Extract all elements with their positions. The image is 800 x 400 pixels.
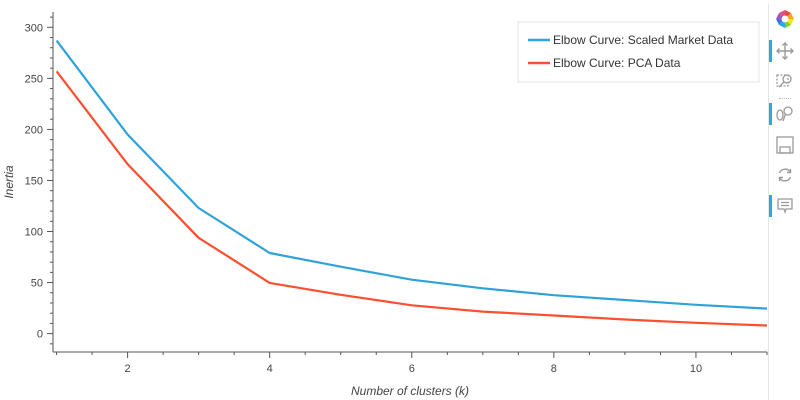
hover-icon[interactable] xyxy=(769,193,800,219)
plot-area[interactable]: 0 50 100 150 200 250 300 2 4 6 8 10 Elbow Curve: Sc… xyxy=(0,0,768,400)
y-tick-label: 250 xyxy=(25,73,43,85)
box-zoom-icon[interactable] xyxy=(769,68,800,94)
series-lines xyxy=(55,39,768,327)
x-tick-label: 4 xyxy=(267,363,273,375)
toolbar-separator xyxy=(779,98,791,99)
y-tick-label: 100 xyxy=(25,227,43,239)
axes: 0 50 100 150 200 250 300 2 4 6 8 10 xyxy=(25,12,768,375)
y-tick-label: 50 xyxy=(31,278,43,290)
save-icon[interactable] xyxy=(769,132,800,158)
series-line-1[interactable] xyxy=(55,70,768,327)
legend-box xyxy=(517,21,760,83)
series-line-0[interactable] xyxy=(55,39,768,310)
legend-label-scaled: Elbow Curve: Scaled Market Data xyxy=(553,33,733,47)
x-tick-label: 6 xyxy=(409,363,415,375)
x-tick-label: 2 xyxy=(125,363,131,375)
wheel-zoom-icon[interactable] xyxy=(769,101,800,127)
x-tick-label: 10 xyxy=(690,363,702,375)
legend-label-pca: Elbow Curve: PCA Data xyxy=(553,56,681,70)
legend: Elbow Curve: Scaled Market Data Elbow Cu… xyxy=(517,21,760,83)
x-tick-label: 8 xyxy=(551,363,557,375)
y-axis-title: Inertia xyxy=(2,165,16,199)
pan-icon[interactable] xyxy=(769,38,800,64)
chart-toolbar xyxy=(768,4,800,400)
x-axis-title: Number of clusters (k) xyxy=(351,384,469,398)
reset-icon[interactable] xyxy=(769,162,800,188)
y-tick-label: 150 xyxy=(25,175,43,187)
y-tick-label: 200 xyxy=(25,124,43,136)
y-tick-label: 0 xyxy=(37,329,43,341)
bokeh-logo-icon[interactable] xyxy=(769,6,800,32)
y-tick-label: 300 xyxy=(25,22,43,34)
